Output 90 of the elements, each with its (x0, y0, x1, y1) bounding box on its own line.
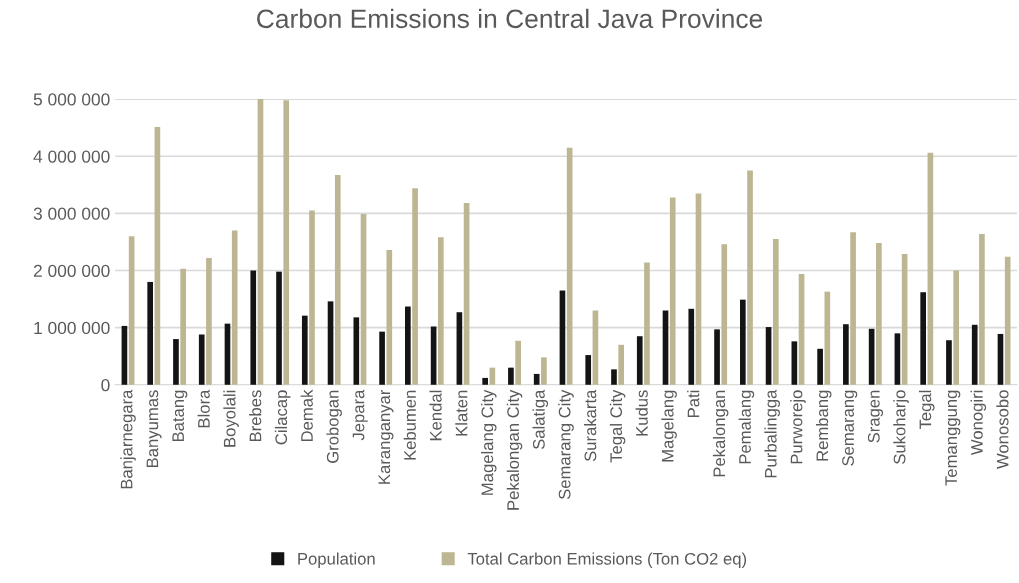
x-tick-label: Kudus (635, 390, 648, 436)
x-tick-label: Pekalongan (712, 390, 729, 477)
y-tick-label: 5 000 000 (33, 93, 110, 106)
x-tick-label: Batang (172, 390, 188, 442)
bar (644, 262, 650, 385)
x-tick-label: Cilacap (274, 390, 291, 445)
bar (772, 239, 779, 385)
bar (173, 339, 179, 385)
x-tick-label: Karanganyar (378, 389, 394, 484)
bar (850, 232, 856, 385)
bar (379, 331, 385, 385)
x-tick-label: Pekalongan City (506, 389, 523, 510)
bar (250, 270, 257, 385)
bar (843, 324, 849, 385)
bar (283, 100, 290, 385)
legend-label: Population (298, 552, 375, 568)
x-tick-label: Tegal City (609, 389, 626, 463)
bar (618, 344, 625, 385)
x-tick-label: Rembang (815, 390, 832, 461)
x-tick-label: Purbalingga (764, 389, 780, 478)
bar (585, 355, 592, 385)
bar (405, 306, 411, 385)
x-tick-label: Boyolali (223, 390, 239, 447)
y-tick-label: 3 000 000 (33, 207, 110, 220)
x-tick-label: Pati (687, 390, 700, 417)
y-tick-label: 1 000 000 (34, 321, 110, 335)
bar (334, 175, 341, 385)
x-tick-label: Blora (197, 389, 210, 428)
x-tick-label: Sragen (867, 390, 884, 443)
x-tick-label: Klaten (455, 390, 468, 436)
bar (611, 369, 617, 385)
bar (541, 357, 547, 385)
bar (206, 257, 212, 385)
bar (824, 291, 831, 385)
bar (979, 233, 985, 385)
x-tick-label: Tegal (919, 390, 935, 430)
x-tick-label: Semarang City (558, 389, 574, 500)
x-tick-label: Magelang (661, 390, 677, 462)
bar (688, 308, 695, 385)
bar (747, 170, 753, 385)
bar (353, 317, 360, 385)
x-tick-label: Salatiga (532, 389, 549, 450)
x-tick-label: Wonogiri (970, 390, 987, 456)
bar (636, 336, 643, 385)
y-tick-label: 0 (101, 378, 110, 392)
bar (946, 340, 952, 385)
bar (482, 377, 488, 385)
legend-label: Total Carbon Emissions (Ton CO2 eq) (467, 552, 747, 568)
bar (971, 324, 978, 385)
x-tick-label: Grobogan (326, 390, 342, 463)
x-tick-label: Semarang (842, 390, 858, 466)
bar (301, 315, 308, 385)
x-tick-label: Purworejo (790, 390, 806, 464)
bar (508, 367, 514, 385)
bar (147, 281, 154, 385)
x-tick-label: Pemalang (738, 390, 755, 464)
x-tick-label: Jepara (352, 389, 368, 441)
bar (386, 249, 393, 385)
x-tick-label: Surakarta (584, 389, 597, 462)
bar (817, 348, 823, 385)
x-tick-label: Wonosobo (996, 390, 1009, 469)
bar (1004, 256, 1011, 385)
x-tick-label: Kebumen (403, 390, 416, 460)
bar (515, 340, 521, 385)
bar (533, 373, 540, 385)
bar (669, 197, 676, 385)
x-tick-label: Sukoharjo (893, 390, 909, 464)
bar (412, 188, 418, 385)
y-tick-label: 2 000 000 (33, 264, 110, 277)
x-tick-label: Banyumas (146, 390, 162, 468)
x-tick-label: Magelang City (480, 389, 497, 495)
bar (180, 268, 186, 385)
bar (231, 230, 238, 385)
bar (198, 334, 205, 385)
x-tick-label: Temanggung (945, 390, 961, 486)
x-tick-label: Banjarnegara (120, 389, 136, 489)
bar (876, 243, 882, 385)
bar (438, 237, 444, 385)
bar (714, 329, 720, 385)
x-tick-label: Kendal (429, 390, 442, 441)
y-tick-label: 4 000 000 (33, 150, 110, 163)
bar (739, 299, 746, 385)
x-tick-label: Brebes (249, 390, 262, 442)
bar (276, 271, 282, 385)
chart-title: Carbon Emissions in Central Java Province (257, 8, 763, 29)
bar (309, 210, 315, 385)
x-tick-label: Demak (300, 389, 313, 442)
bar (721, 244, 728, 385)
bar (953, 270, 959, 385)
bar (920, 292, 927, 385)
